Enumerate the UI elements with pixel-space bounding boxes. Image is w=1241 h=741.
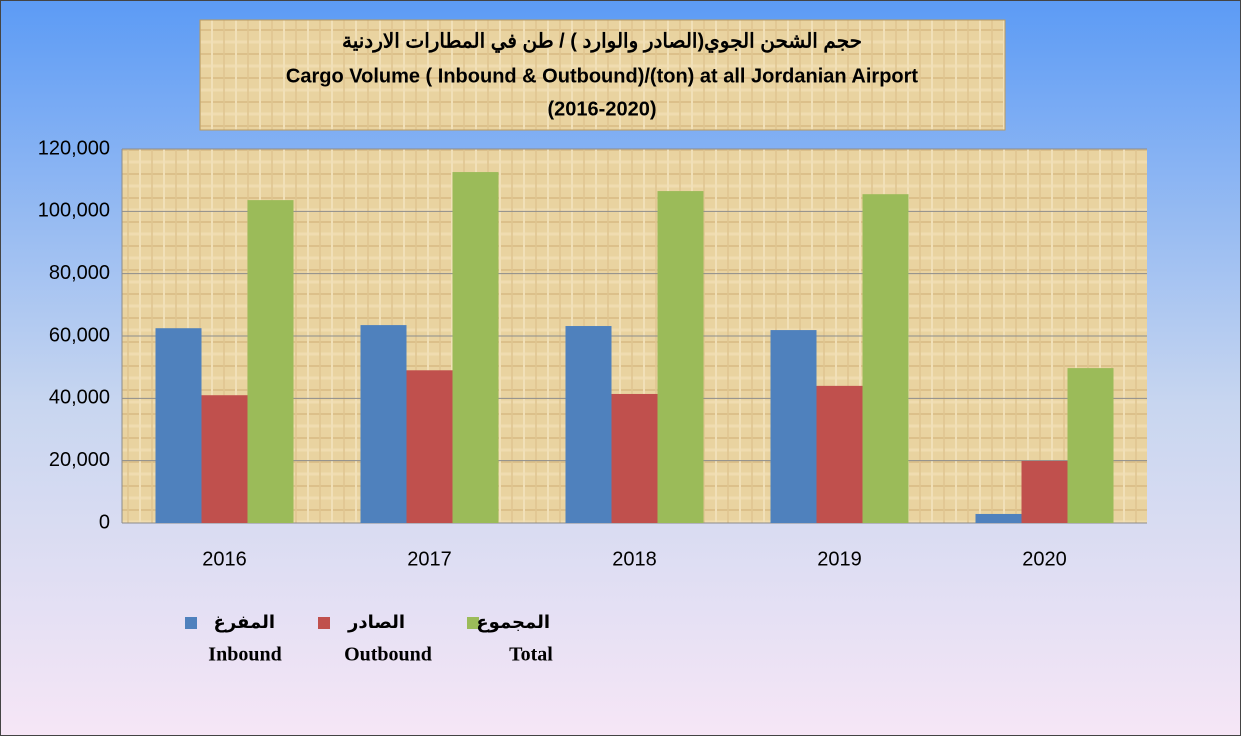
x-tick-label: 2017 [407, 548, 452, 570]
x-tick-label: 2019 [817, 548, 862, 570]
x-tick-label: 2018 [612, 548, 657, 570]
y-tick-label: 80,000 [49, 262, 110, 284]
y-tick-label: 0 [99, 511, 110, 533]
bar [201, 395, 248, 523]
y-tick-label: 60,000 [49, 324, 110, 346]
bar [1067, 368, 1114, 523]
bar [452, 172, 499, 523]
legend-swatch [185, 617, 197, 629]
bar [657, 191, 704, 523]
chart-title: حجم الشحن الجوي(الصادر والوارد ) / طن في… [342, 30, 862, 53]
legend-label: المفرغ [214, 612, 275, 633]
bar [611, 393, 658, 523]
y-tick-label: 120,000 [38, 137, 110, 159]
bar [1021, 460, 1068, 523]
chart-title: Cargo Volume ( Inbound & Outbound)/(ton)… [286, 65, 919, 87]
chart-title: (2016-2020) [548, 98, 657, 120]
legend-label: المجموع [476, 612, 550, 633]
legend-label: Outbound [344, 644, 432, 666]
bar [155, 328, 202, 523]
legend-label: الصادر [347, 612, 405, 633]
legend-label: Total [509, 644, 553, 666]
legend-label: Inbound [208, 644, 281, 666]
legend-swatch [467, 617, 479, 629]
bar [816, 385, 863, 523]
y-tick-label: 100,000 [38, 200, 110, 222]
y-tick-label: 40,000 [49, 387, 110, 409]
bar [975, 513, 1022, 523]
title-box [199, 19, 1006, 131]
bar [770, 330, 817, 523]
bar [247, 200, 294, 523]
legend-swatch [318, 617, 330, 629]
bar [360, 325, 407, 523]
x-tick-label: 2016 [202, 548, 247, 570]
bar [862, 194, 909, 524]
x-tick-label: 2020 [1022, 548, 1067, 570]
y-tick-label: 20,000 [49, 449, 110, 471]
bar [565, 326, 612, 523]
bar [406, 370, 453, 523]
